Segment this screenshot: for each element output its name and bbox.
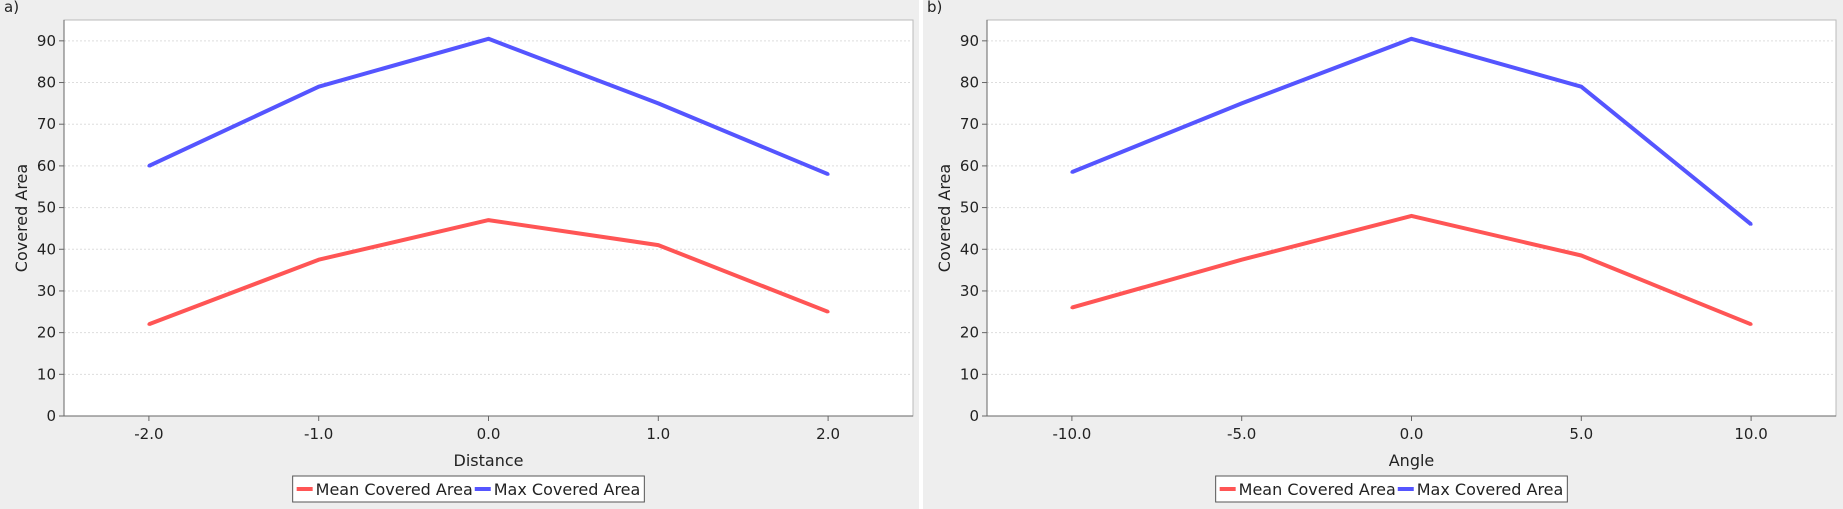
x-axis-title: Angle: [1389, 451, 1435, 470]
y-tick-label: 20: [960, 324, 979, 342]
data-point-series-0: [147, 322, 151, 326]
y-tick-label: 30: [960, 282, 979, 300]
chart-svg-angle: b) 0 10 20 30 40 50 60 70 80 90 -10.0 -5.0 0.0 5.0 10.0…: [927, 0, 1837, 503]
x-tick-label: -1.0: [304, 425, 333, 443]
y-tick-label: 30: [37, 282, 56, 300]
data-point-series-1: [487, 37, 490, 41]
data-point-series-1: [1240, 101, 1244, 105]
y-tick-label: 60: [960, 157, 979, 175]
x-tick-label: -2.0: [134, 425, 163, 443]
y-tick-label: 90: [37, 32, 56, 50]
y-tick-label: 10: [37, 365, 56, 383]
data-point-series-0: [317, 258, 321, 262]
y-tick-label: 40: [37, 240, 56, 258]
plot-area: [63, 19, 914, 417]
y-tick-label: 20: [37, 324, 56, 342]
data-point-series-1: [656, 101, 660, 105]
y-tick-label: 50: [37, 199, 56, 217]
x-tick-label: 0.0: [477, 425, 501, 443]
data-point-series-1: [826, 172, 830, 176]
x-tick-label: 5.0: [1569, 425, 1593, 443]
legend-label-0: Mean Covered Area: [316, 480, 473, 499]
legend: Mean Covered Area Max Covered Area: [1215, 475, 1568, 503]
y-tick-label: 40: [960, 240, 979, 258]
y-axis-title: Covered Area: [12, 164, 31, 272]
x-tick-label: 0.0: [1400, 425, 1424, 443]
chart-panel-angle: b) 0 10 20 30 40 50 60 70 80 90 -10.0 -5.0 0.0 5.0 10.0…: [923, 0, 1842, 509]
data-point-series-0: [1240, 258, 1244, 262]
y-tick-label: 80: [37, 74, 56, 92]
y-axis-title: Covered Area: [935, 164, 954, 272]
y-tick-label: 70: [37, 115, 56, 133]
x-tick-label: 2.0: [816, 425, 840, 443]
data-point-series-1: [1749, 222, 1753, 226]
y-tick-label: 0: [46, 407, 56, 425]
y-tick-label: 70: [960, 115, 979, 133]
data-point-series-1: [1070, 170, 1074, 174]
x-axis-title: Distance: [454, 451, 524, 470]
panel-divider: [919, 0, 923, 509]
x-tick-label: 1.0: [646, 425, 670, 443]
data-point-series-0: [826, 310, 830, 314]
data-point-series-1: [1579, 85, 1583, 89]
data-point-series-0: [1070, 306, 1074, 310]
y-tick-label: 0: [969, 407, 979, 425]
x-tick-label: -10.0: [1052, 425, 1091, 443]
data-point-series-0: [1749, 322, 1753, 326]
y-tick-label: 50: [960, 199, 979, 217]
chart-panel-distance: a) 0 10 20 30 40 50 60 70 80 90 -2.0 -1.0 0.0 1.0 2.0 Di…: [0, 0, 919, 509]
legend-box: [292, 475, 645, 503]
y-tick-label: 60: [37, 157, 56, 175]
x-tick-label: 10.0: [1734, 425, 1767, 443]
chart-svg-distance: a) 0 10 20 30 40 50 60 70 80 90 -2.0 -1.0 0.0 1.0 2.0 Di…: [4, 0, 914, 503]
data-point-series-1: [147, 164, 151, 168]
legend-label-0: Mean Covered Area: [1239, 480, 1396, 499]
data-point-series-0: [1410, 214, 1413, 218]
data-point-series-0: [487, 218, 490, 222]
plot-area: [986, 19, 1837, 417]
legend-label-1: Max Covered Area: [494, 480, 641, 499]
data-point-series-0: [656, 243, 660, 247]
x-tick-label: -5.0: [1227, 425, 1256, 443]
data-point-series-1: [1410, 37, 1413, 41]
data-point-series-1: [317, 85, 321, 89]
data-point-series-0: [1579, 254, 1583, 258]
legend-box: [1215, 475, 1568, 503]
legend-label-1: Max Covered Area: [1417, 480, 1564, 499]
panel-label: a): [4, 0, 19, 16]
legend: Mean Covered Area Max Covered Area: [292, 475, 645, 503]
panel-label: b): [927, 0, 942, 16]
y-tick-label: 10: [960, 365, 979, 383]
y-tick-label: 80: [960, 74, 979, 92]
y-tick-label: 90: [960, 32, 979, 50]
